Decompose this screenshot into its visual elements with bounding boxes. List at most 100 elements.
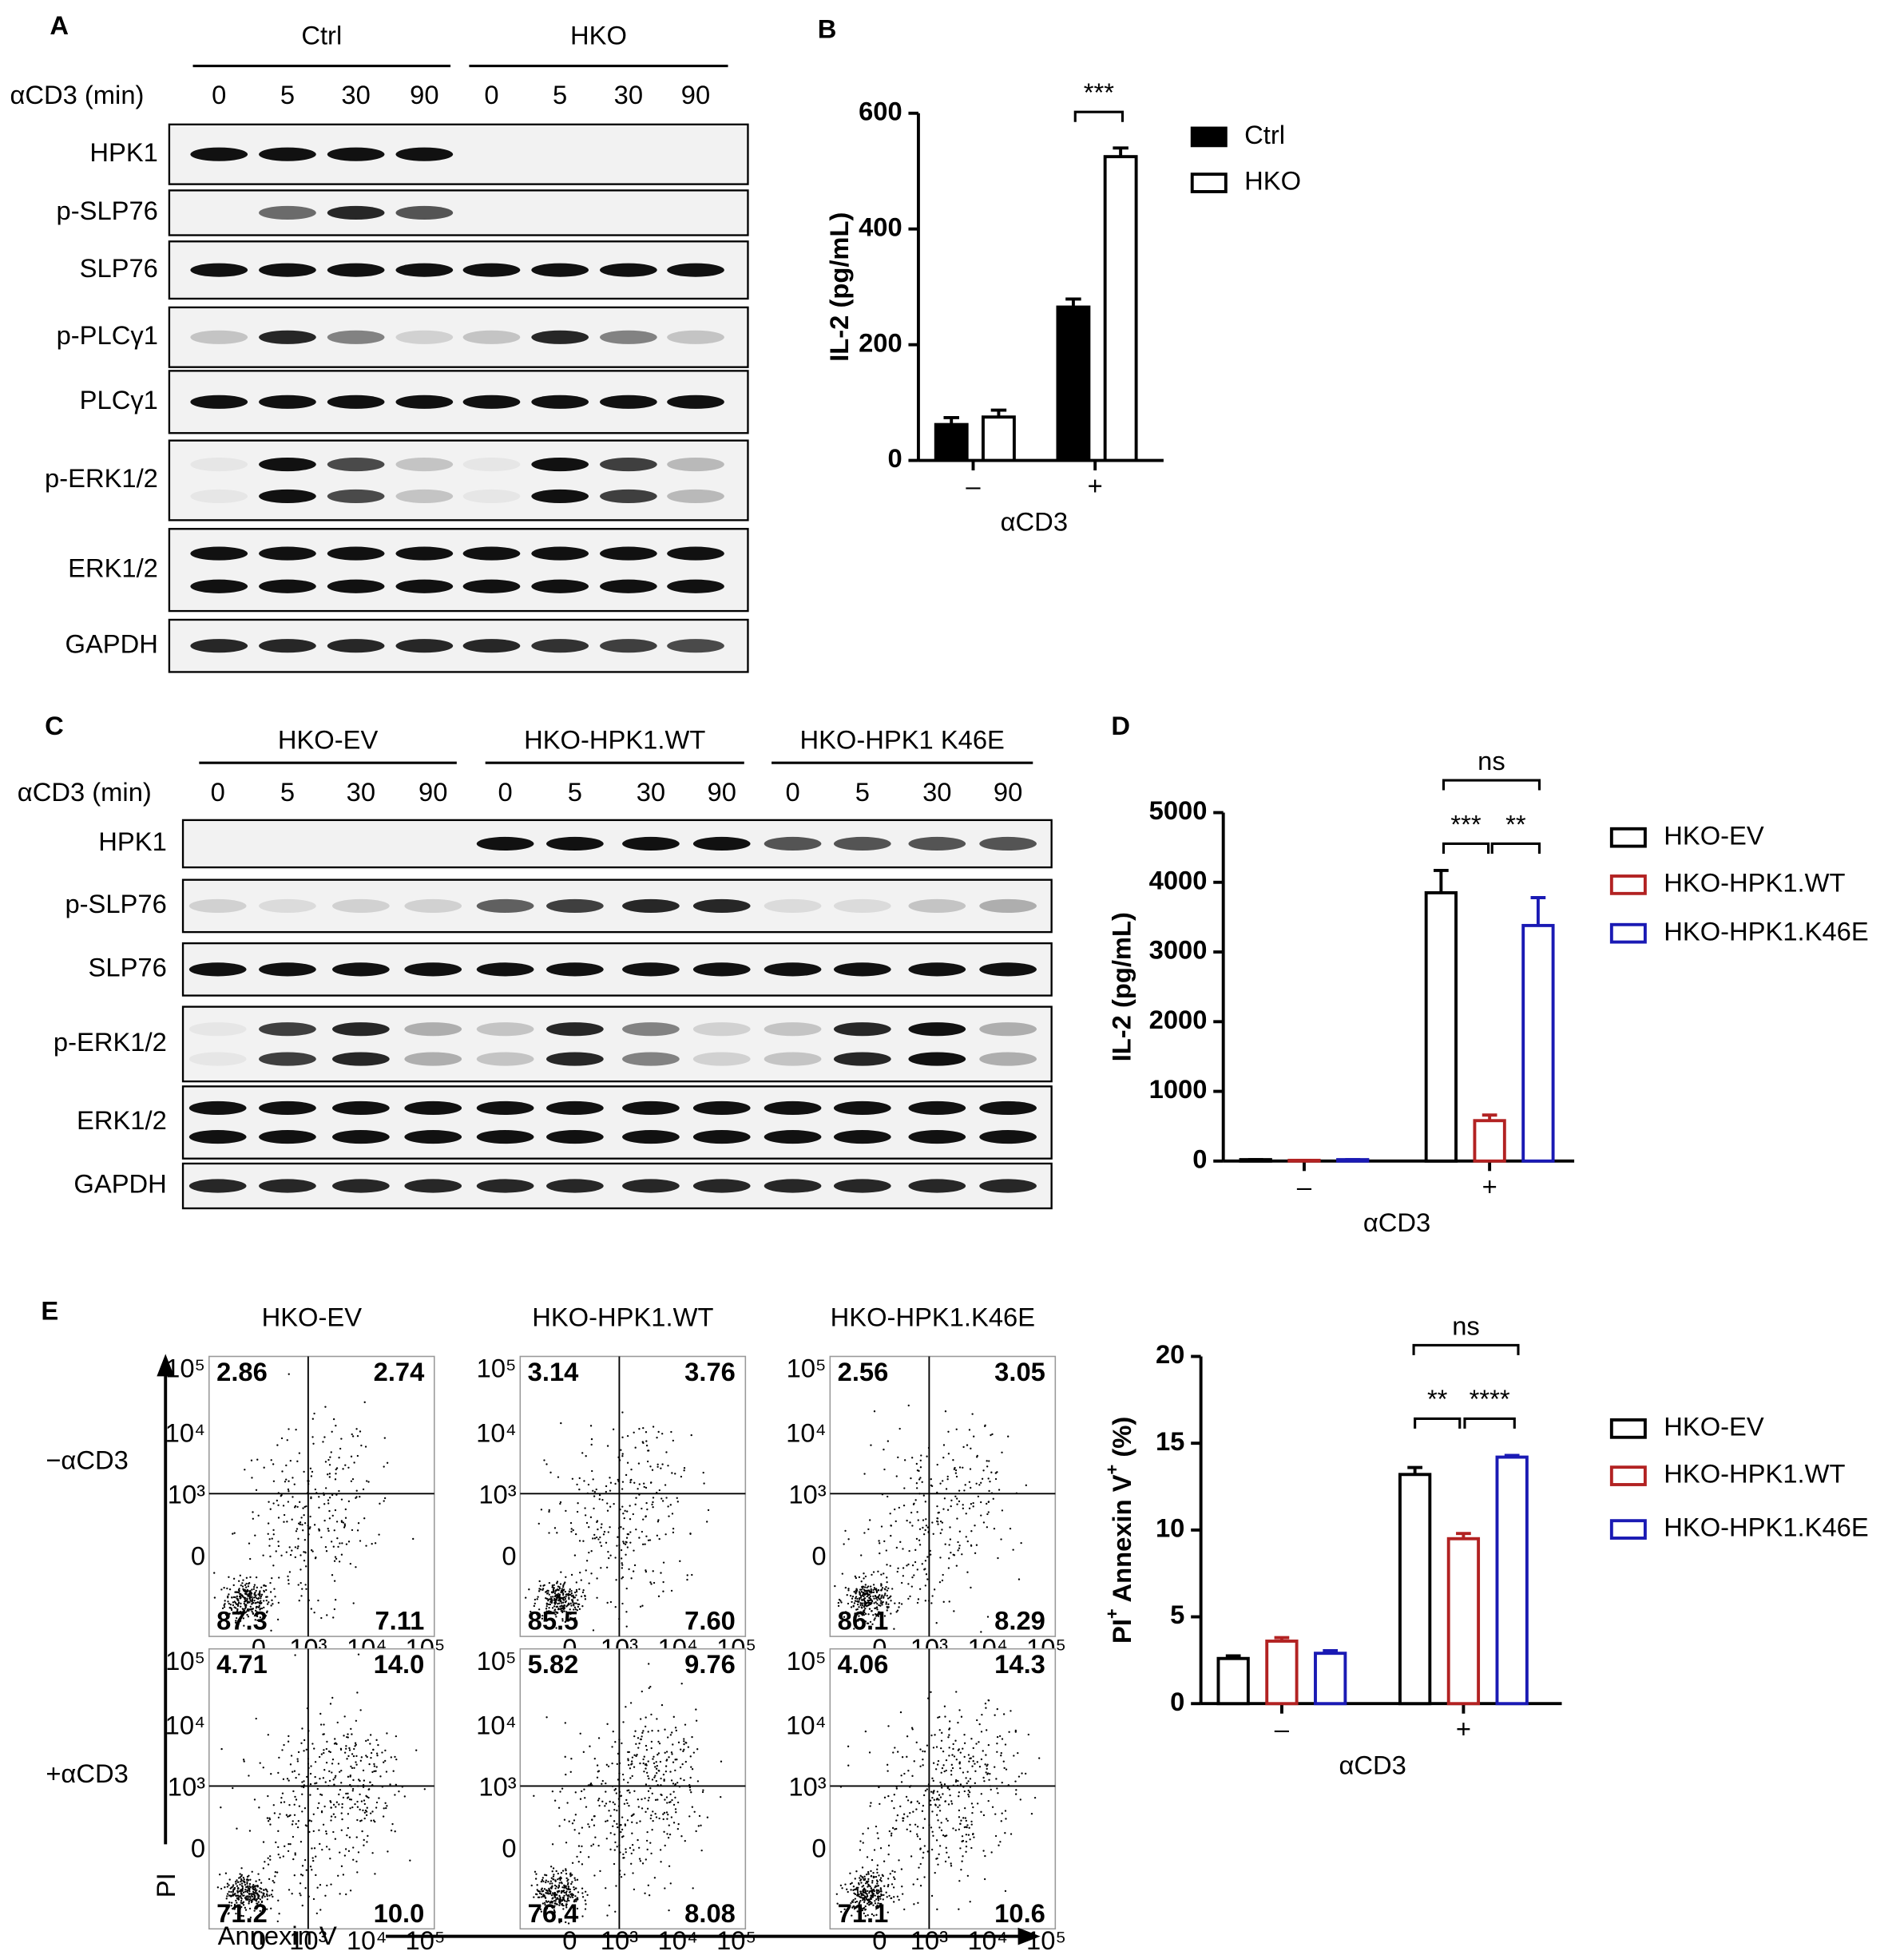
event-dot xyxy=(593,1533,596,1537)
event-dot xyxy=(893,1794,895,1796)
event-dot xyxy=(867,1599,869,1602)
event-dot xyxy=(877,1898,879,1900)
event-dot xyxy=(965,1850,967,1853)
event-dot xyxy=(864,1589,867,1592)
event-dot xyxy=(298,1773,300,1776)
event-dot xyxy=(374,1873,376,1875)
event-dot xyxy=(925,1573,928,1576)
event-dot xyxy=(315,1782,318,1784)
event-dot xyxy=(545,1603,549,1605)
event-dot xyxy=(331,1763,334,1765)
band xyxy=(692,1100,751,1116)
event-dot xyxy=(643,1771,645,1773)
blot-strip xyxy=(168,240,749,300)
event-dot xyxy=(856,1603,859,1606)
event-dot xyxy=(254,1534,256,1537)
event-dot xyxy=(241,1582,244,1584)
event-dot xyxy=(256,1615,259,1618)
event-dot xyxy=(228,1602,230,1605)
event-dot xyxy=(312,1898,315,1901)
band xyxy=(546,1022,604,1037)
band xyxy=(546,898,604,913)
event-dot xyxy=(875,1905,878,1908)
event-dot xyxy=(664,1765,668,1767)
event-dot xyxy=(561,1588,563,1590)
event-dot xyxy=(652,1570,654,1572)
event-dot xyxy=(625,1851,627,1854)
event-dot xyxy=(885,1603,887,1605)
event-dot xyxy=(601,1782,603,1785)
event-dot xyxy=(1004,1890,1007,1893)
event-dot xyxy=(855,1870,858,1873)
event-dot xyxy=(867,1870,870,1874)
event-dot xyxy=(351,1806,354,1809)
event-dot xyxy=(348,1749,351,1751)
x-tick-label: – xyxy=(966,470,981,500)
event-dot xyxy=(330,1883,332,1886)
event-dot xyxy=(654,1766,656,1768)
event-dot xyxy=(631,1756,634,1759)
event-dot xyxy=(629,1531,632,1533)
event-dot xyxy=(887,1853,890,1856)
event-dot xyxy=(958,1809,961,1812)
event-dot xyxy=(327,1502,330,1505)
event-dot xyxy=(857,1620,859,1622)
event-dot xyxy=(890,1534,892,1537)
event-dot xyxy=(538,1892,541,1895)
event-dot xyxy=(877,1589,880,1592)
event-dot xyxy=(576,1897,579,1899)
band xyxy=(546,1052,604,1066)
event-dot xyxy=(923,1845,926,1847)
event-dot xyxy=(335,1775,337,1777)
event-dot xyxy=(383,1807,385,1810)
event-dot xyxy=(340,1865,343,1868)
event-dot xyxy=(291,1823,294,1826)
significance-bracket xyxy=(1442,842,1490,854)
event-dot xyxy=(236,1608,239,1611)
event-dot xyxy=(248,1907,252,1910)
event-dot xyxy=(858,1902,860,1905)
event-dot xyxy=(972,1501,974,1505)
event-dot xyxy=(962,1445,965,1449)
event-dot xyxy=(338,1489,340,1493)
event-dot xyxy=(557,1886,560,1890)
event-dot xyxy=(918,1528,922,1530)
event-dot xyxy=(606,1819,609,1822)
event-dot xyxy=(648,1687,650,1689)
legend-swatch xyxy=(1190,126,1228,148)
event-dot xyxy=(851,1914,853,1917)
event-dot xyxy=(662,1561,665,1564)
event-dot xyxy=(303,1514,305,1517)
event-dot xyxy=(564,1722,566,1724)
event-dot xyxy=(958,1500,961,1503)
event-dot xyxy=(657,1752,660,1755)
event-dot xyxy=(649,1787,652,1790)
event-dot xyxy=(634,1730,637,1732)
event-dot xyxy=(303,1780,305,1782)
event-dot xyxy=(243,1609,246,1612)
event-dot xyxy=(299,1882,302,1885)
event-dot xyxy=(329,1800,331,1802)
event-dot xyxy=(919,1466,922,1469)
event-dot xyxy=(878,1611,881,1613)
event-dot xyxy=(323,1769,326,1771)
event-dot xyxy=(683,1779,685,1782)
event-dot xyxy=(236,1890,239,1893)
event-dot xyxy=(621,1455,624,1457)
event-dot xyxy=(241,1901,244,1905)
band xyxy=(327,263,385,277)
event-dot xyxy=(965,1826,967,1828)
y-tick-label: 10⁵ xyxy=(477,1354,517,1383)
event-dot xyxy=(940,1829,943,1832)
quadrant-value: 10.6 xyxy=(994,1898,1045,1928)
event-dot xyxy=(601,1800,604,1802)
event-dot xyxy=(549,1471,552,1473)
event-dot xyxy=(633,1564,637,1567)
event-dot xyxy=(352,1846,355,1849)
event-dot xyxy=(332,1803,335,1806)
event-dot xyxy=(271,1576,273,1580)
event-dot xyxy=(229,1604,232,1606)
band xyxy=(395,395,454,409)
event-dot xyxy=(671,1798,673,1802)
event-dot xyxy=(1001,1738,1004,1740)
